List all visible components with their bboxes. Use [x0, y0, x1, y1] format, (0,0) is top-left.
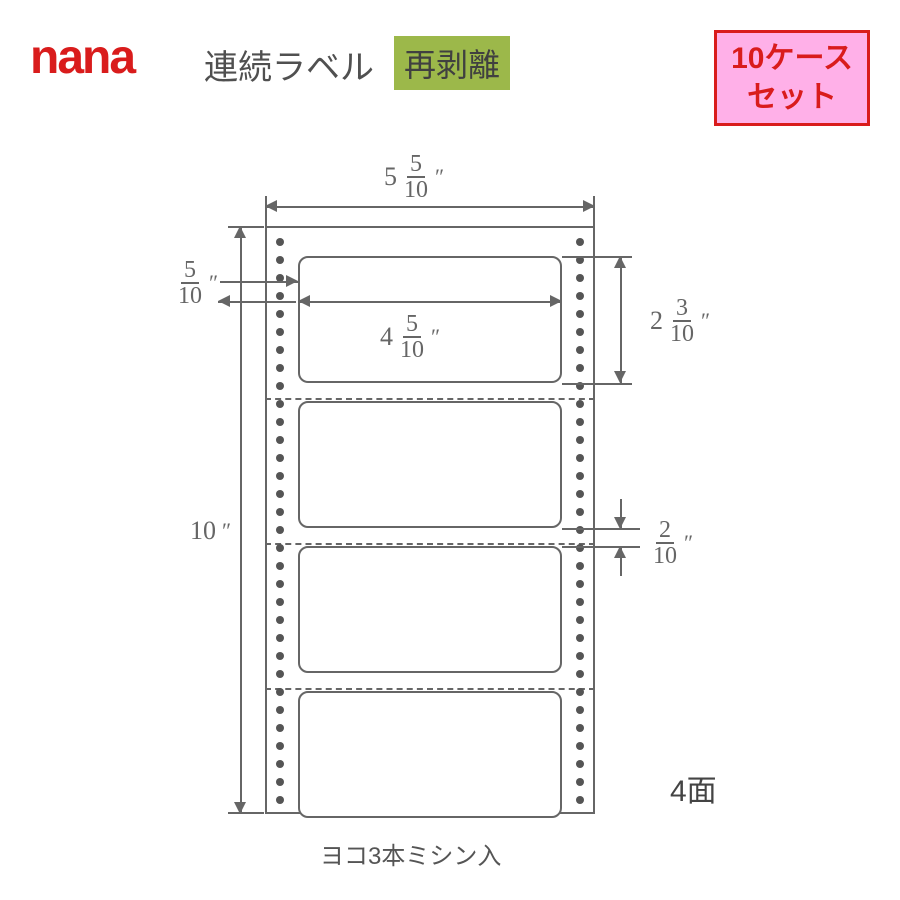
tractor-hole: [576, 598, 584, 606]
tractor-hole: [576, 436, 584, 444]
tractor-hole: [276, 598, 284, 606]
tractor-hole: [276, 490, 284, 498]
perforation-line: [265, 688, 595, 690]
label-rect: [298, 546, 562, 673]
arrow-left-icon: [218, 295, 230, 307]
tractor-hole: [576, 346, 584, 354]
tractor-hole: [576, 796, 584, 804]
dim-tick: [562, 546, 640, 548]
tractor-hole: [276, 508, 284, 516]
tractor-hole: [576, 562, 584, 570]
tractor-hole: [276, 670, 284, 678]
dim-total-width: 5 5 10 ″: [384, 152, 444, 202]
tractor-hole: [276, 580, 284, 588]
header: nana 連続ラベル 再剥離 10ケース セット: [0, 0, 900, 126]
tractor-hole: [576, 724, 584, 732]
logo-text: nana: [30, 30, 134, 85]
tractor-hole: [576, 580, 584, 588]
dim-line-label-width: [298, 301, 562, 303]
tractor-hole: [276, 796, 284, 804]
tractor-hole: [576, 616, 584, 624]
dim-label-height: 2 3 10 ″: [650, 296, 710, 346]
product-title: 連続ラベル: [204, 40, 374, 89]
tractor-hole: [576, 274, 584, 282]
tractor-hole: [276, 562, 284, 570]
tractor-hole: [276, 400, 284, 408]
tractor-hole: [276, 418, 284, 426]
tractor-hole: [576, 508, 584, 516]
tractor-hole: [576, 652, 584, 660]
dim-total-height: 10″: [190, 516, 231, 546]
tractor-hole: [576, 364, 584, 372]
dim-tick: [593, 196, 595, 226]
dim-line-label-height: [620, 256, 622, 383]
faces-count: 4面: [670, 766, 717, 810]
tractor-hole: [276, 454, 284, 462]
tractor-hole: [276, 292, 284, 300]
dim-tick: [562, 256, 632, 258]
arrow-right-icon: [550, 295, 562, 307]
tractor-hole: [576, 400, 584, 408]
arrow-down-icon: [614, 371, 626, 383]
tractor-hole: [576, 418, 584, 426]
tractor-hole: [276, 382, 284, 390]
tractor-hole: [576, 742, 584, 750]
badge-removable: 再剥離: [394, 36, 510, 90]
dim-line-total-width: [265, 206, 595, 208]
tractor-hole: [276, 742, 284, 750]
tractor-hole: [576, 328, 584, 336]
tractor-hole: [276, 724, 284, 732]
tractor-hole: [276, 634, 284, 642]
tractor-hole: [276, 688, 284, 696]
tractor-hole: [576, 706, 584, 714]
badge-case-line2: セット: [731, 78, 853, 117]
logo: nana: [30, 30, 134, 85]
bottom-note: ヨコ3本ミシン入: [320, 836, 501, 871]
tractor-hole: [276, 652, 284, 660]
tractor-hole: [576, 454, 584, 462]
tractor-hole: [576, 292, 584, 300]
tractor-hole: [576, 688, 584, 696]
tractor-hole: [276, 706, 284, 714]
badge-case-set: 10ケース セット: [714, 30, 870, 126]
dim-tick: [228, 226, 264, 228]
tractor-hole: [576, 472, 584, 480]
tractor-hole: [276, 760, 284, 768]
tractor-hole: [576, 670, 584, 678]
dim-tick: [265, 196, 267, 226]
tractor-hole: [276, 526, 284, 534]
tractor-hole: [576, 760, 584, 768]
tractor-hole: [276, 310, 284, 318]
tractor-hole: [576, 310, 584, 318]
tractor-hole: [276, 328, 284, 336]
tractor-hole: [276, 544, 284, 552]
dim-tick: [562, 528, 640, 530]
tractor-hole: [576, 238, 584, 246]
dim-left-margin: 5 10 ″: [175, 258, 218, 308]
label-rect: [298, 401, 562, 528]
arrow-right-icon: [286, 275, 298, 287]
dim-tick: [562, 383, 632, 385]
dim-gap: 2 10 ″: [650, 518, 693, 568]
dim-line-total-height: [240, 226, 242, 814]
badge-case-line1: 10ケース: [731, 39, 853, 78]
tractor-hole: [276, 472, 284, 480]
tractor-hole: [276, 436, 284, 444]
perforation-line: [265, 398, 595, 400]
diagram: 5 5 10 ″ 4 5 10 ″ 5 10 ″ 10″ 2: [0, 126, 900, 886]
tractor-hole: [276, 364, 284, 372]
dim-tick: [228, 812, 264, 814]
tractor-hole: [576, 490, 584, 498]
tractor-hole: [576, 778, 584, 786]
tractor-hole: [276, 256, 284, 264]
tractor-hole: [276, 616, 284, 624]
arrow-left-icon: [298, 295, 310, 307]
tractor-hole: [276, 346, 284, 354]
tractor-hole: [276, 778, 284, 786]
perforation-line: [265, 543, 595, 545]
label-rect: [298, 691, 562, 818]
tractor-hole: [276, 238, 284, 246]
tractor-hole: [576, 634, 584, 642]
dim-label-width: 4 5 10 ″: [380, 312, 440, 362]
